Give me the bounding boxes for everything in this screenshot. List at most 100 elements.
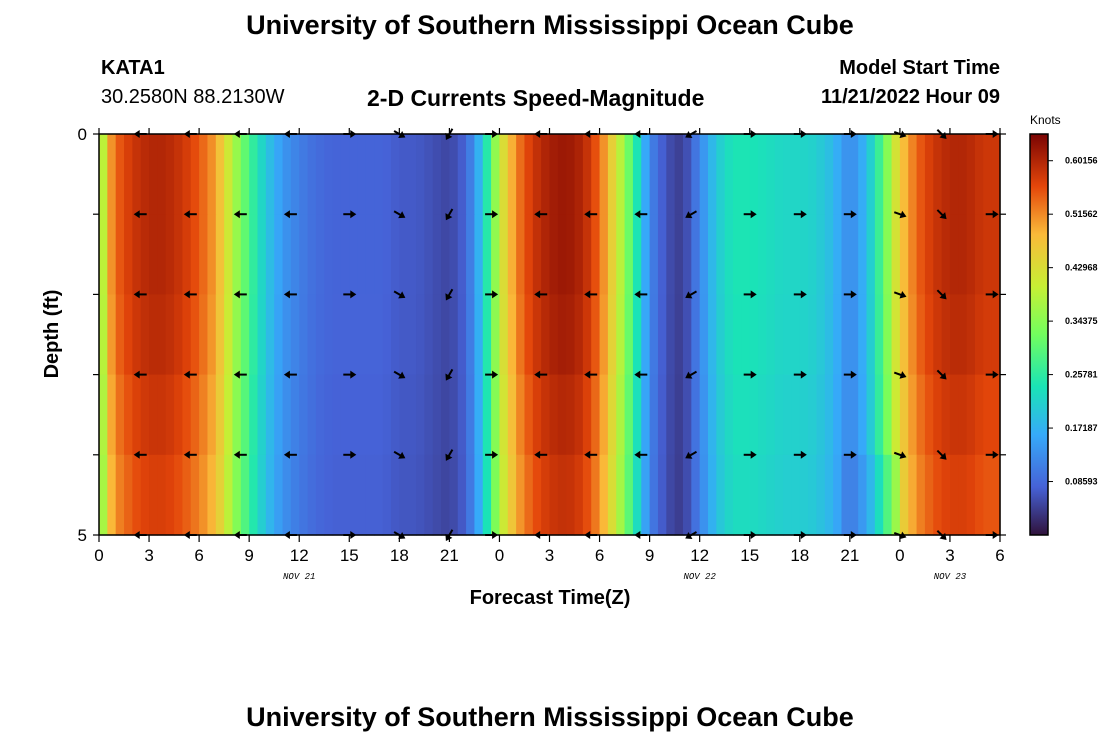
arrow-head [939, 212, 947, 220]
heatmap-cell [257, 214, 267, 295]
heatmap-cell [916, 454, 926, 536]
current-arrow [685, 290, 697, 299]
heatmap-cell [340, 134, 350, 215]
heatmap-cell [591, 214, 601, 295]
heatmap-cell [816, 134, 826, 215]
heatmap-cell [124, 134, 133, 215]
current-arrow [233, 210, 247, 219]
heatmap-cell [791, 454, 801, 536]
arrow-head [350, 290, 357, 299]
heatmap-cell [724, 214, 734, 295]
heatmap-cell [290, 294, 300, 376]
colorbar-label: 0.17187 [1065, 423, 1098, 433]
heatmap-cell [157, 454, 167, 536]
heatmap-cell [632, 454, 642, 536]
heatmap-cell [282, 454, 292, 536]
heatmap-cell [833, 374, 843, 456]
heatmap-cell [949, 374, 959, 456]
heatmap-cell [841, 134, 851, 215]
heatmap-cell [257, 134, 267, 215]
current-arrow [485, 370, 499, 379]
heatmap-cell [849, 214, 859, 295]
heatmap-cell [365, 134, 375, 215]
x-date-label: NOV 21 [283, 572, 315, 582]
heatmap-cell [432, 294, 442, 376]
heatmap-cell [674, 454, 684, 536]
heatmap-cell [958, 294, 968, 376]
current-arrow [534, 290, 548, 299]
current-arrow [793, 210, 807, 219]
heatmap-cell [207, 374, 217, 456]
current-arrow [685, 450, 697, 459]
heatmap-cell [749, 374, 759, 456]
heatmap-cell [933, 454, 943, 536]
heatmap-cell [657, 454, 667, 536]
heatmap-cell [624, 214, 634, 295]
heatmap-cell [549, 294, 559, 376]
current-arrow [133, 370, 147, 379]
heatmap-cell [390, 214, 400, 295]
heatmap-cell [783, 374, 793, 456]
heatmap-cell [974, 374, 984, 456]
heatmap-cell [899, 454, 909, 536]
heatmap-cell [541, 214, 551, 295]
current-arrow [743, 370, 757, 379]
heatmap-cell [899, 374, 909, 456]
heatmap-cell [724, 454, 734, 536]
heatmap-cell [649, 374, 659, 456]
heatmap-cell [516, 374, 526, 456]
heatmap-cell [816, 374, 826, 456]
heatmap-cell [849, 454, 859, 536]
heatmap-cell [441, 214, 450, 295]
heatmap-cell [599, 294, 609, 376]
heatmap-cell [641, 214, 651, 295]
heatmap-cell [933, 214, 943, 295]
heatmap-cell [591, 134, 601, 215]
arrow-head [939, 452, 947, 460]
heatmap-cell [299, 214, 309, 295]
colorbar-unit: Knots [1030, 113, 1061, 127]
arrow-head [350, 370, 357, 379]
heatmap-cell [149, 134, 158, 215]
heatmap-cell [507, 294, 517, 376]
heatmap-cell [582, 374, 592, 456]
heatmap-cell [290, 374, 300, 456]
arrow-head [133, 290, 140, 299]
heatmap-cell [774, 134, 784, 215]
footer-title: University of Southern Mississippi Ocean… [246, 702, 854, 732]
arrow-head [800, 370, 807, 379]
heatmap-cell [983, 374, 993, 456]
heatmap-cell [891, 214, 901, 295]
heatmap-cell [499, 454, 509, 536]
heatmap-cell [833, 454, 843, 536]
heatmap-cell [357, 374, 367, 456]
heatmap-cell [649, 134, 659, 215]
arrow-head [445, 293, 453, 301]
current-arrow [485, 450, 499, 459]
heatmap-cell [124, 214, 133, 295]
heatmap-cell [733, 294, 742, 376]
heatmap-cell [883, 374, 893, 456]
heatmap-cell [774, 294, 784, 376]
heatmap-cell [641, 374, 651, 456]
heatmap-cell [749, 214, 759, 295]
current-arrow [743, 210, 757, 219]
heatmap-cell [691, 214, 701, 295]
heatmap-cell [733, 214, 742, 295]
heatmap-cell [416, 374, 425, 456]
heatmap-cell [883, 454, 893, 536]
heatmap-cell [474, 214, 484, 295]
heatmap-cell [724, 294, 734, 376]
heatmap-cell [124, 454, 133, 536]
heatmap-cell [457, 134, 467, 215]
heatmap-cell [399, 294, 409, 376]
x-tick-label: 18 [390, 546, 409, 565]
arrow-head [850, 290, 857, 299]
heatmap-cell [799, 454, 809, 536]
heatmap-cell [591, 294, 601, 376]
heatmap-cell [107, 294, 117, 376]
heatmap-cell [507, 454, 517, 536]
heatmap-cell [482, 214, 492, 295]
heatmap-cell [332, 134, 342, 215]
arrow-head [685, 291, 693, 299]
